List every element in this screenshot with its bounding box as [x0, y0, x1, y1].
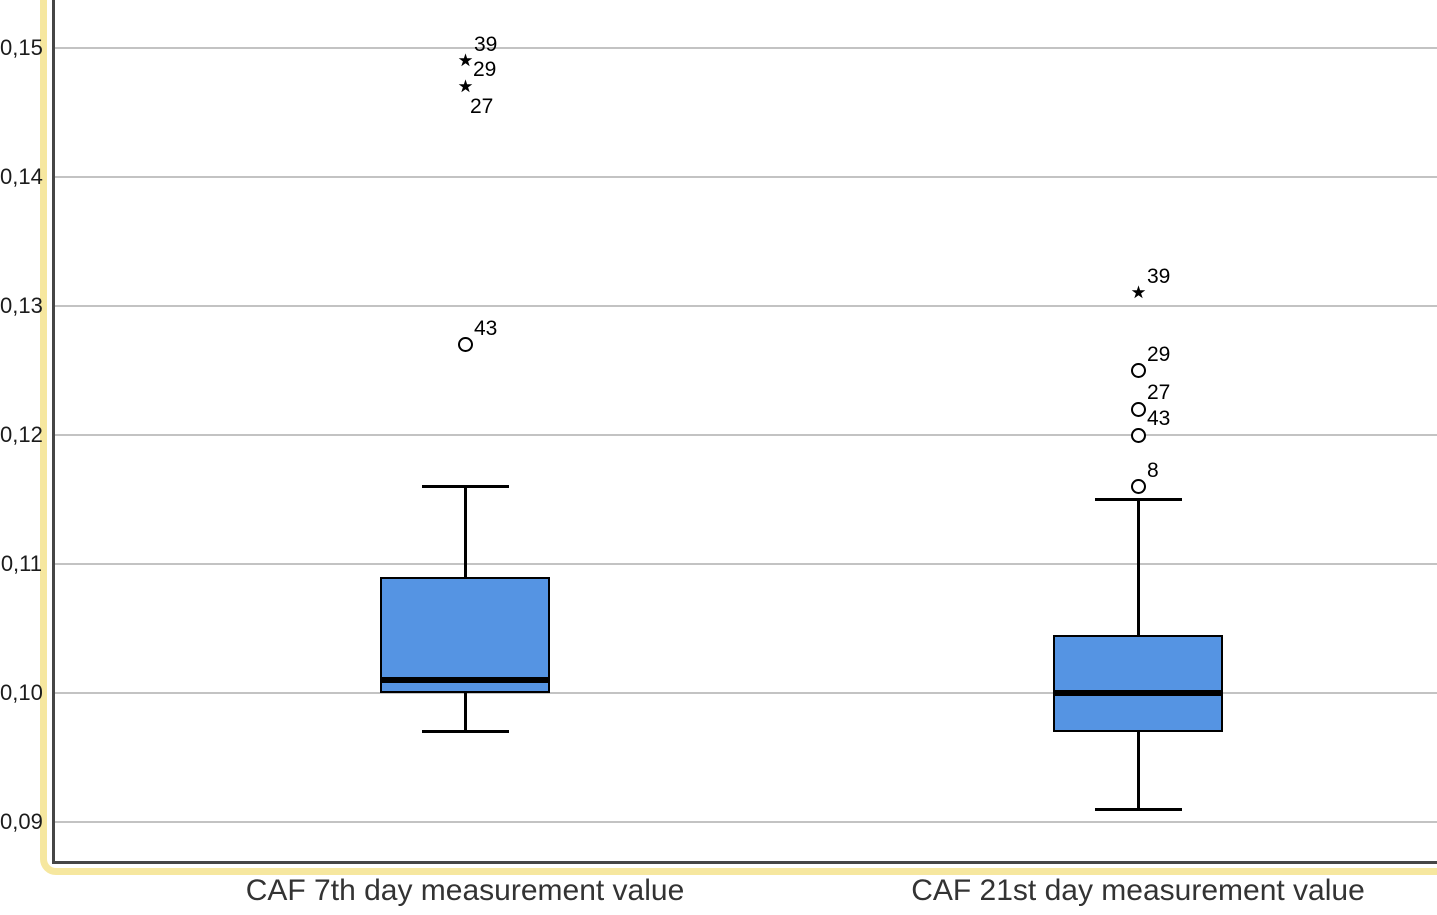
y-tick-label: 0,10 [0, 680, 43, 705]
median-line [1053, 690, 1223, 696]
whisker-stem-bottom [1136, 731, 1140, 810]
y-tick-label: 0,15 [0, 35, 43, 60]
outlier-case-label: 39 [474, 32, 498, 56]
outlier-marker-star [458, 79, 473, 94]
outlier-case-label: 43 [1147, 407, 1171, 430]
iqr-box [1053, 634, 1223, 732]
iqr-box [380, 576, 550, 693]
gridline [55, 821, 1437, 823]
outlier-case-label: 8 [1147, 458, 1159, 482]
y-tick-label: 0,14 [0, 164, 43, 189]
gridline [55, 305, 1437, 307]
whisker-cap-top [421, 485, 509, 489]
gridline [55, 47, 1437, 49]
outlier-case-label: 29 [473, 57, 497, 81]
outlier-marker-circle [1130, 363, 1146, 378]
whisker-cap-bottom [1094, 807, 1182, 811]
outlier-marker-star [458, 53, 473, 68]
outlier-case-label: 27 [1147, 381, 1171, 405]
plot-frame [52, 0, 1437, 864]
y-tick-label: 0,11 [0, 551, 42, 576]
y-tick-label: 0,09 [0, 809, 43, 834]
outlier-case-label: 29 [1147, 342, 1171, 366]
star-icon [1131, 285, 1145, 299]
whisker-cap-top [1094, 498, 1182, 501]
whisker-stem-top [1136, 499, 1140, 635]
gridline [55, 176, 1437, 178]
gridline [55, 434, 1437, 436]
whisker-stem-bottom [463, 693, 467, 732]
outlier-marker-star [1131, 285, 1146, 300]
outlier-case-label: 43 [474, 316, 498, 340]
category-axis-label: CAF 21st day measurement value [911, 874, 1365, 907]
outlier-case-label: 27 [470, 94, 494, 118]
whisker-stem-top [463, 486, 467, 577]
y-tick-label: 0,12 [0, 422, 43, 447]
outlier-case-label: 39 [1147, 265, 1171, 289]
whisker-cap-bottom [421, 730, 509, 734]
chart-selection-border [40, 0, 1437, 875]
star-icon [458, 53, 472, 67]
outlier-marker-circle [1130, 479, 1146, 495]
gridline [55, 692, 1437, 694]
median-line [380, 677, 550, 684]
outlier-marker-circle [1130, 401, 1146, 417]
outlier-marker-circle [1130, 427, 1146, 443]
star-icon [458, 79, 472, 92]
category-axis-label: CAF 7th day measurement value [245, 874, 685, 907]
gridline [55, 563, 1437, 565]
outlier-marker-circle [457, 337, 473, 353]
y-tick-label: 0,13 [0, 293, 43, 318]
